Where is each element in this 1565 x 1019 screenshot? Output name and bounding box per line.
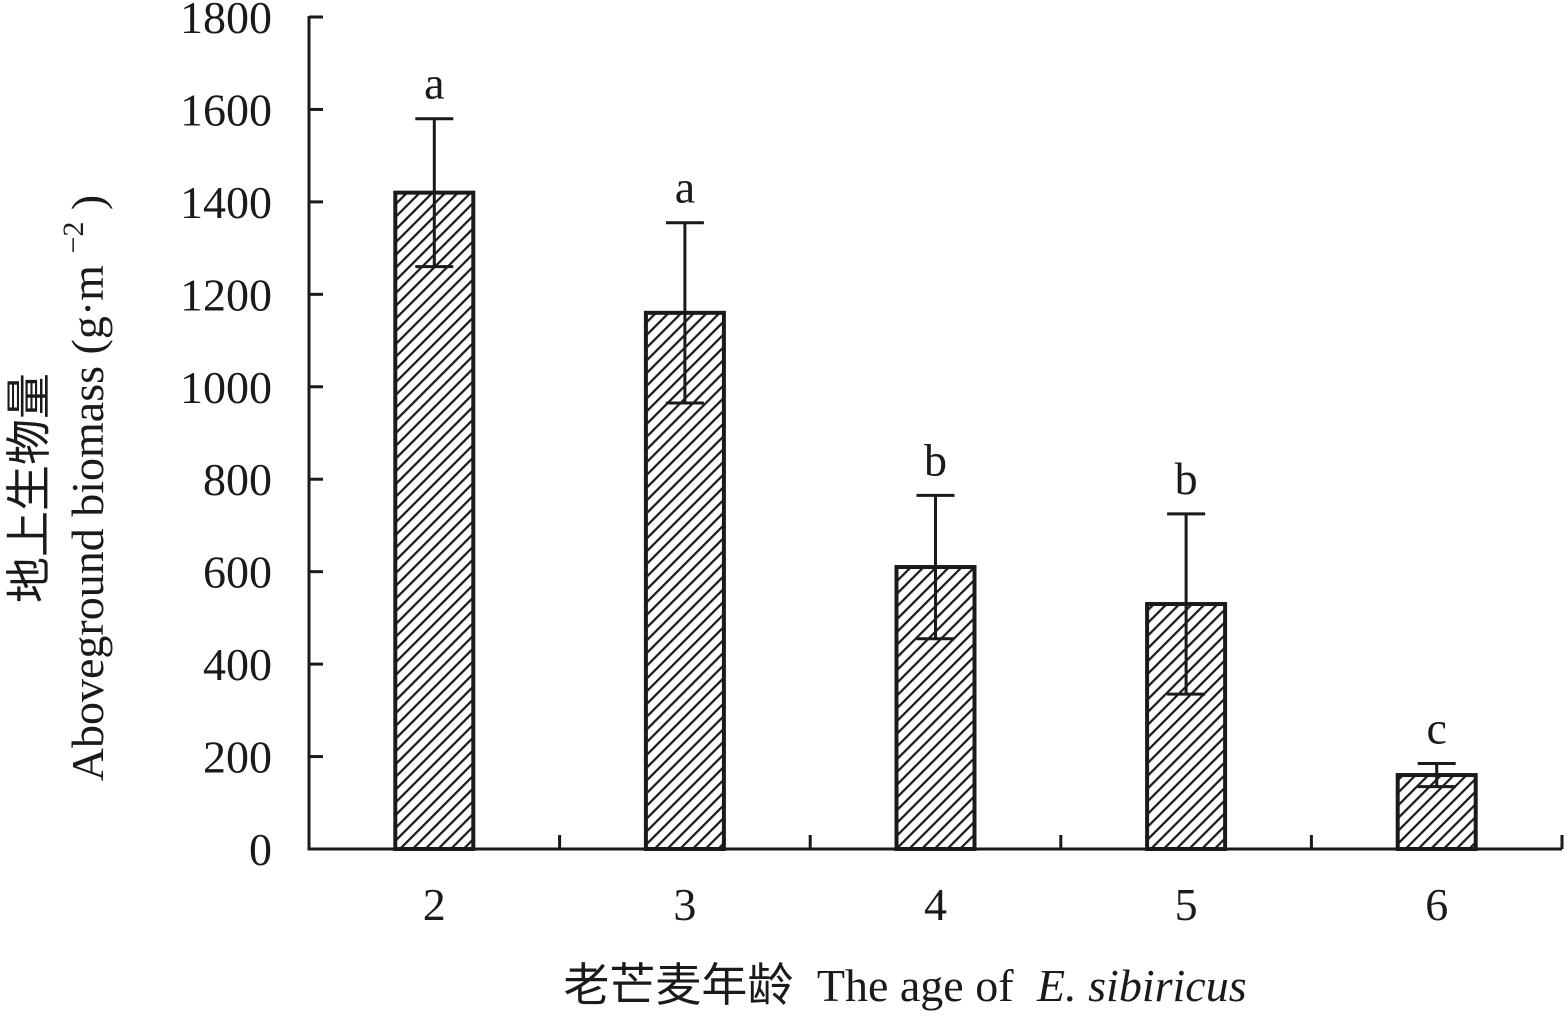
y-axis-title-cn: 地上生物量 xyxy=(4,373,55,603)
x-axis-title: 老芒麦年龄 The age of E. sibiricus xyxy=(563,960,1246,1011)
y-tick-label: 600 xyxy=(203,547,272,598)
significance-label: a xyxy=(424,58,444,109)
y-axis-title-en-sup: −2 xyxy=(57,222,90,254)
y-axis-title-en: Aboveground biomass (g·m −2 ) xyxy=(42,195,113,781)
y-tick-label: 800 xyxy=(203,454,272,505)
significance-label: a xyxy=(675,162,695,213)
bar xyxy=(1145,602,1228,851)
y-axis-title-en-main: Aboveground biomass (g·m xyxy=(62,265,113,781)
x-tick-label: 5 xyxy=(1175,879,1198,930)
y-tick-label: 1600 xyxy=(180,84,272,135)
svg-text:老芒麦年龄 The age of: 老芒麦年龄 The age of E. sibiricus xyxy=(563,960,1246,1011)
bar xyxy=(393,190,476,851)
y-tick-label: 1000 xyxy=(180,362,272,413)
significance-label: b xyxy=(924,434,947,485)
y-tick-label: 400 xyxy=(203,639,272,690)
x-axis-title-cn: 老芒麦年龄 xyxy=(563,960,793,1011)
x-tick-label: 2 xyxy=(423,879,446,930)
y-axis-title: 地上生物量 Aboveground biomass (g·m −2 ) xyxy=(4,195,113,781)
x-axis-title-en: The age of xyxy=(817,960,1014,1011)
y-tick-label: 200 xyxy=(203,732,272,783)
y-tick-label: 0 xyxy=(249,824,272,875)
significance-label: b xyxy=(1175,453,1198,504)
x-tick-label: 3 xyxy=(673,879,696,930)
y-tick-label: 1400 xyxy=(180,177,272,228)
x-tick-label: 6 xyxy=(1425,879,1448,930)
y-tick-label: 1800 xyxy=(180,0,272,43)
y-tick-label: 1200 xyxy=(180,269,272,320)
significance-label: c xyxy=(1426,702,1446,753)
y-axis-title-en-close: ) xyxy=(62,195,113,210)
x-axis-title-species: E. sibiricus xyxy=(1036,960,1247,1011)
x-tick-label: 4 xyxy=(924,879,947,930)
plot-area: 0 200 400 600 800 1000 1200 1400 1600 1800 a 2 a 3 b 4 b… xyxy=(180,0,1564,930)
